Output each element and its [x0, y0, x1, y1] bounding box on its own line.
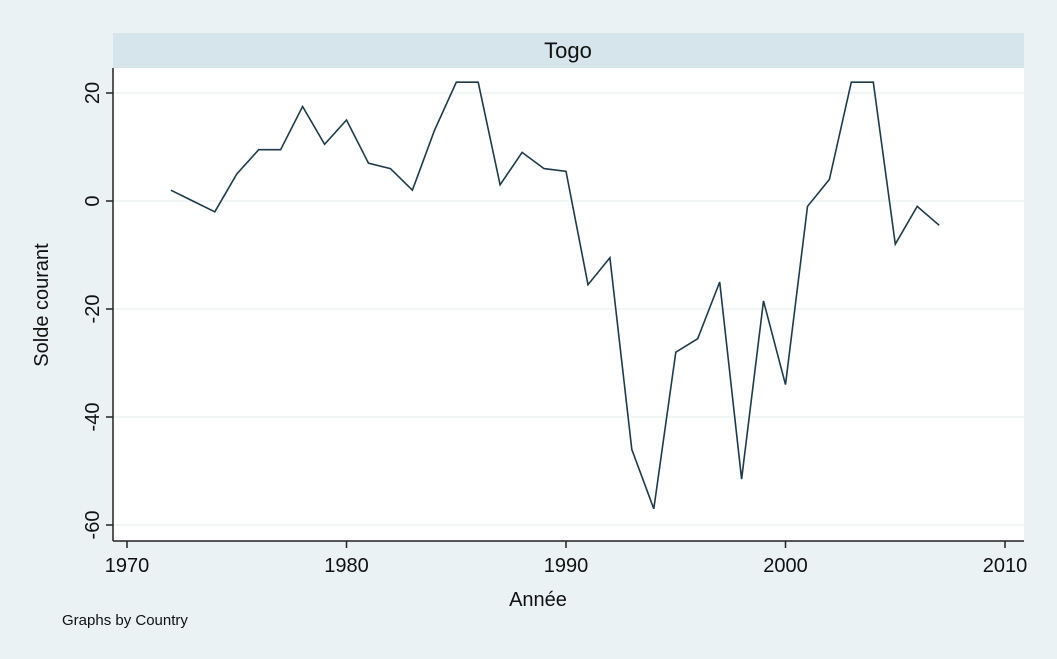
y-tick-label: -60: [82, 511, 104, 540]
x-tick-label: 1990: [544, 555, 589, 577]
panel-label: Togo: [544, 38, 592, 63]
y-axis-title: Solde courant: [31, 243, 53, 367]
x-axis: 1970 1980 1990 2000 2010: [105, 540, 1028, 577]
x-tick-label: 1970: [105, 555, 150, 577]
plot-area: [113, 68, 1024, 541]
series-group: [170, 81, 940, 510]
series-line: [170, 81, 940, 510]
y-tick-label: -40: [82, 403, 104, 432]
x-tick-label: 2000: [763, 555, 808, 577]
x-tick-label: 2010: [983, 555, 1028, 577]
x-tick-label: 1980: [324, 555, 369, 577]
y-tick-label: 20: [82, 82, 104, 104]
y-axis: 20 0 -20 -40 -60: [82, 68, 114, 541]
x-axis-title: Année: [509, 589, 567, 611]
panel-header: [113, 33, 1024, 68]
graphs-by-note: Graphs by Country: [62, 612, 188, 629]
y-tick-label: 0: [82, 195, 104, 206]
gridlines: [113, 92, 1024, 526]
y-tick-label: -20: [82, 295, 104, 324]
